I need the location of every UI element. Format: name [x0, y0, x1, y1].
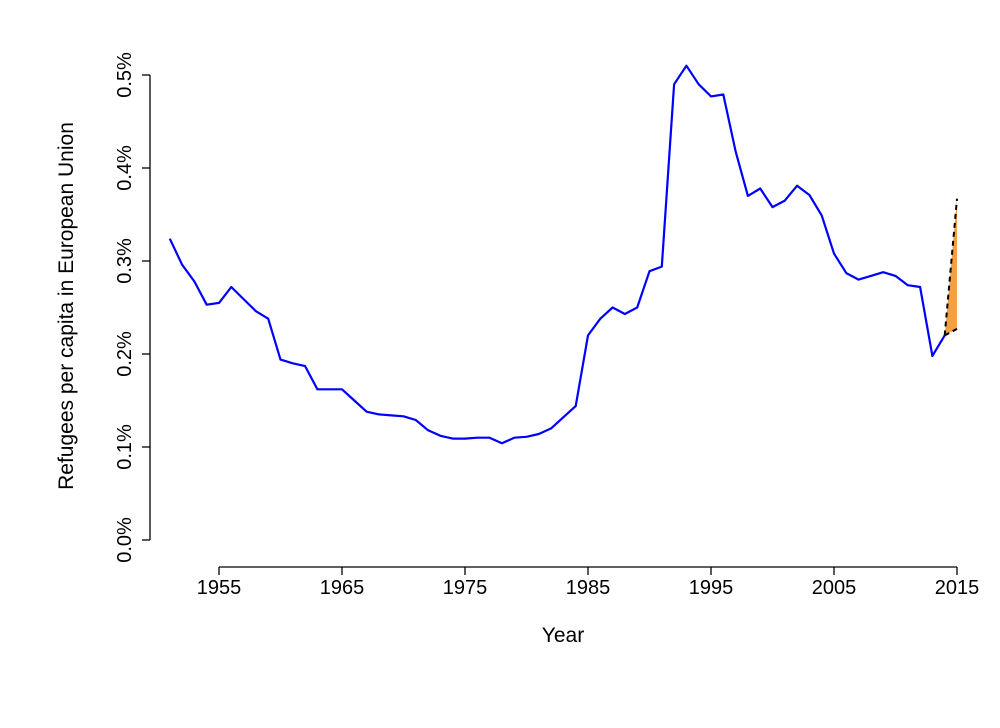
x-tick-label: 1975 — [443, 577, 488, 599]
x-axis: 1955 1965 1975 1985 1995 2005 2015 — [197, 566, 980, 599]
projection-area — [944, 198, 957, 336]
x-tick-label: 2005 — [812, 577, 857, 599]
x-axis-title: Year — [542, 624, 584, 647]
y-axis-title: Refugees per capita in European Union — [55, 122, 78, 490]
projection-lower-line — [944, 328, 958, 337]
y-tick-label: 0.5% — [114, 52, 136, 98]
y-tick-label: 0.4% — [114, 145, 136, 191]
plot-area — [168, 64, 958, 445]
projection-upper-line — [943, 198, 958, 336]
x-tick-label: 2015 — [935, 577, 980, 599]
x-tick-label: 1965 — [320, 577, 365, 599]
y-tick-label: 0.2% — [114, 331, 136, 377]
series-line — [168, 64, 946, 445]
y-axis: 0.0% 0.1% 0.2% 0.3% 0.4% 0.5% — [114, 52, 151, 563]
y-tick-label: 0.0% — [114, 517, 136, 563]
x-tick-label: 1985 — [566, 577, 611, 599]
y-tick-label: 0.1% — [114, 424, 136, 470]
x-tick-label: 1955 — [197, 577, 242, 599]
y-tick-label: 0.3% — [114, 238, 136, 284]
x-tick-label: 1995 — [689, 577, 734, 599]
